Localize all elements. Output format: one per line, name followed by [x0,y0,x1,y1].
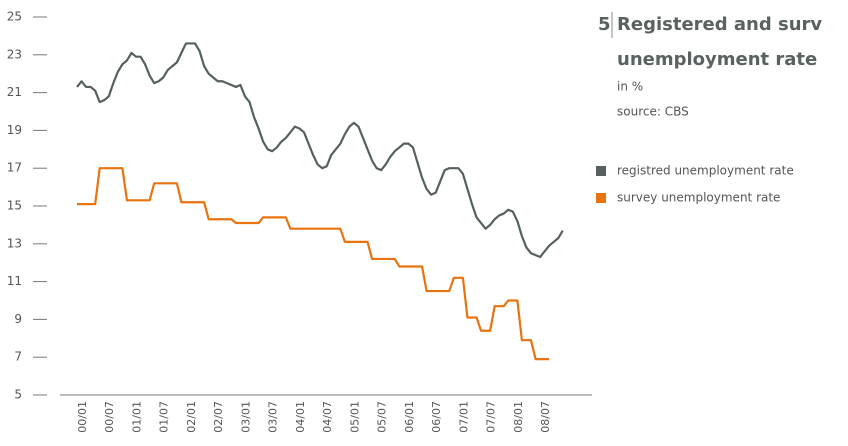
data-line [77,167,550,361]
x-tick-label: 04/01 [294,401,307,433]
legend-label: survey unemployment rate [617,191,780,205]
chart-title: Registered and surv [617,14,822,35]
legend-swatch [596,166,606,176]
x-tick-label: 02/07 [212,401,225,433]
x-tick-label: 03/01 [239,401,252,433]
x-tick-label: 01/07 [158,401,171,433]
figure-number: 5 [598,14,611,35]
x-tick-label: 08/07 [539,401,552,433]
y-tick-label: 17 [7,161,22,175]
x-tick-label: 08/01 [512,401,525,433]
x-tick-label: 06/07 [430,401,443,433]
legend-label: registred unemployment rate [617,164,794,178]
x-tick-label: 07/01 [457,401,470,433]
y-tick-label: 19 [7,123,22,137]
x-tick-label: 05/01 [348,401,361,433]
y-tick-label: 5 [14,388,22,402]
x-tick-label: 02/01 [185,401,198,433]
legend-swatch [596,193,606,203]
x-tick-label: 00/01 [76,401,89,433]
y-tick-label: 7 [14,350,22,364]
chart-title: unemployment rate [617,49,817,70]
x-tick-label: 07/07 [485,401,498,433]
chart-subtitle: in % [617,80,643,94]
y-tick-label: 13 [7,236,22,250]
y-tick-label: 15 [7,199,22,213]
y-tick-label: 21 [7,85,22,99]
y-tick-label: 25 [7,10,22,24]
y-tick-label: 11 [7,274,22,288]
x-tick-label: 01/01 [130,401,143,433]
y-tick-label: 9 [14,312,22,326]
y-tick-label: 23 [7,47,22,61]
data-line [76,42,564,259]
x-tick-label: 03/07 [267,401,280,433]
x-tick-label: 05/07 [376,401,389,433]
chart-source: source: CBS [617,105,689,119]
x-tick-label: 00/07 [103,401,116,433]
x-tick-label: 06/01 [403,401,416,433]
x-tick-label: 04/07 [321,401,334,433]
